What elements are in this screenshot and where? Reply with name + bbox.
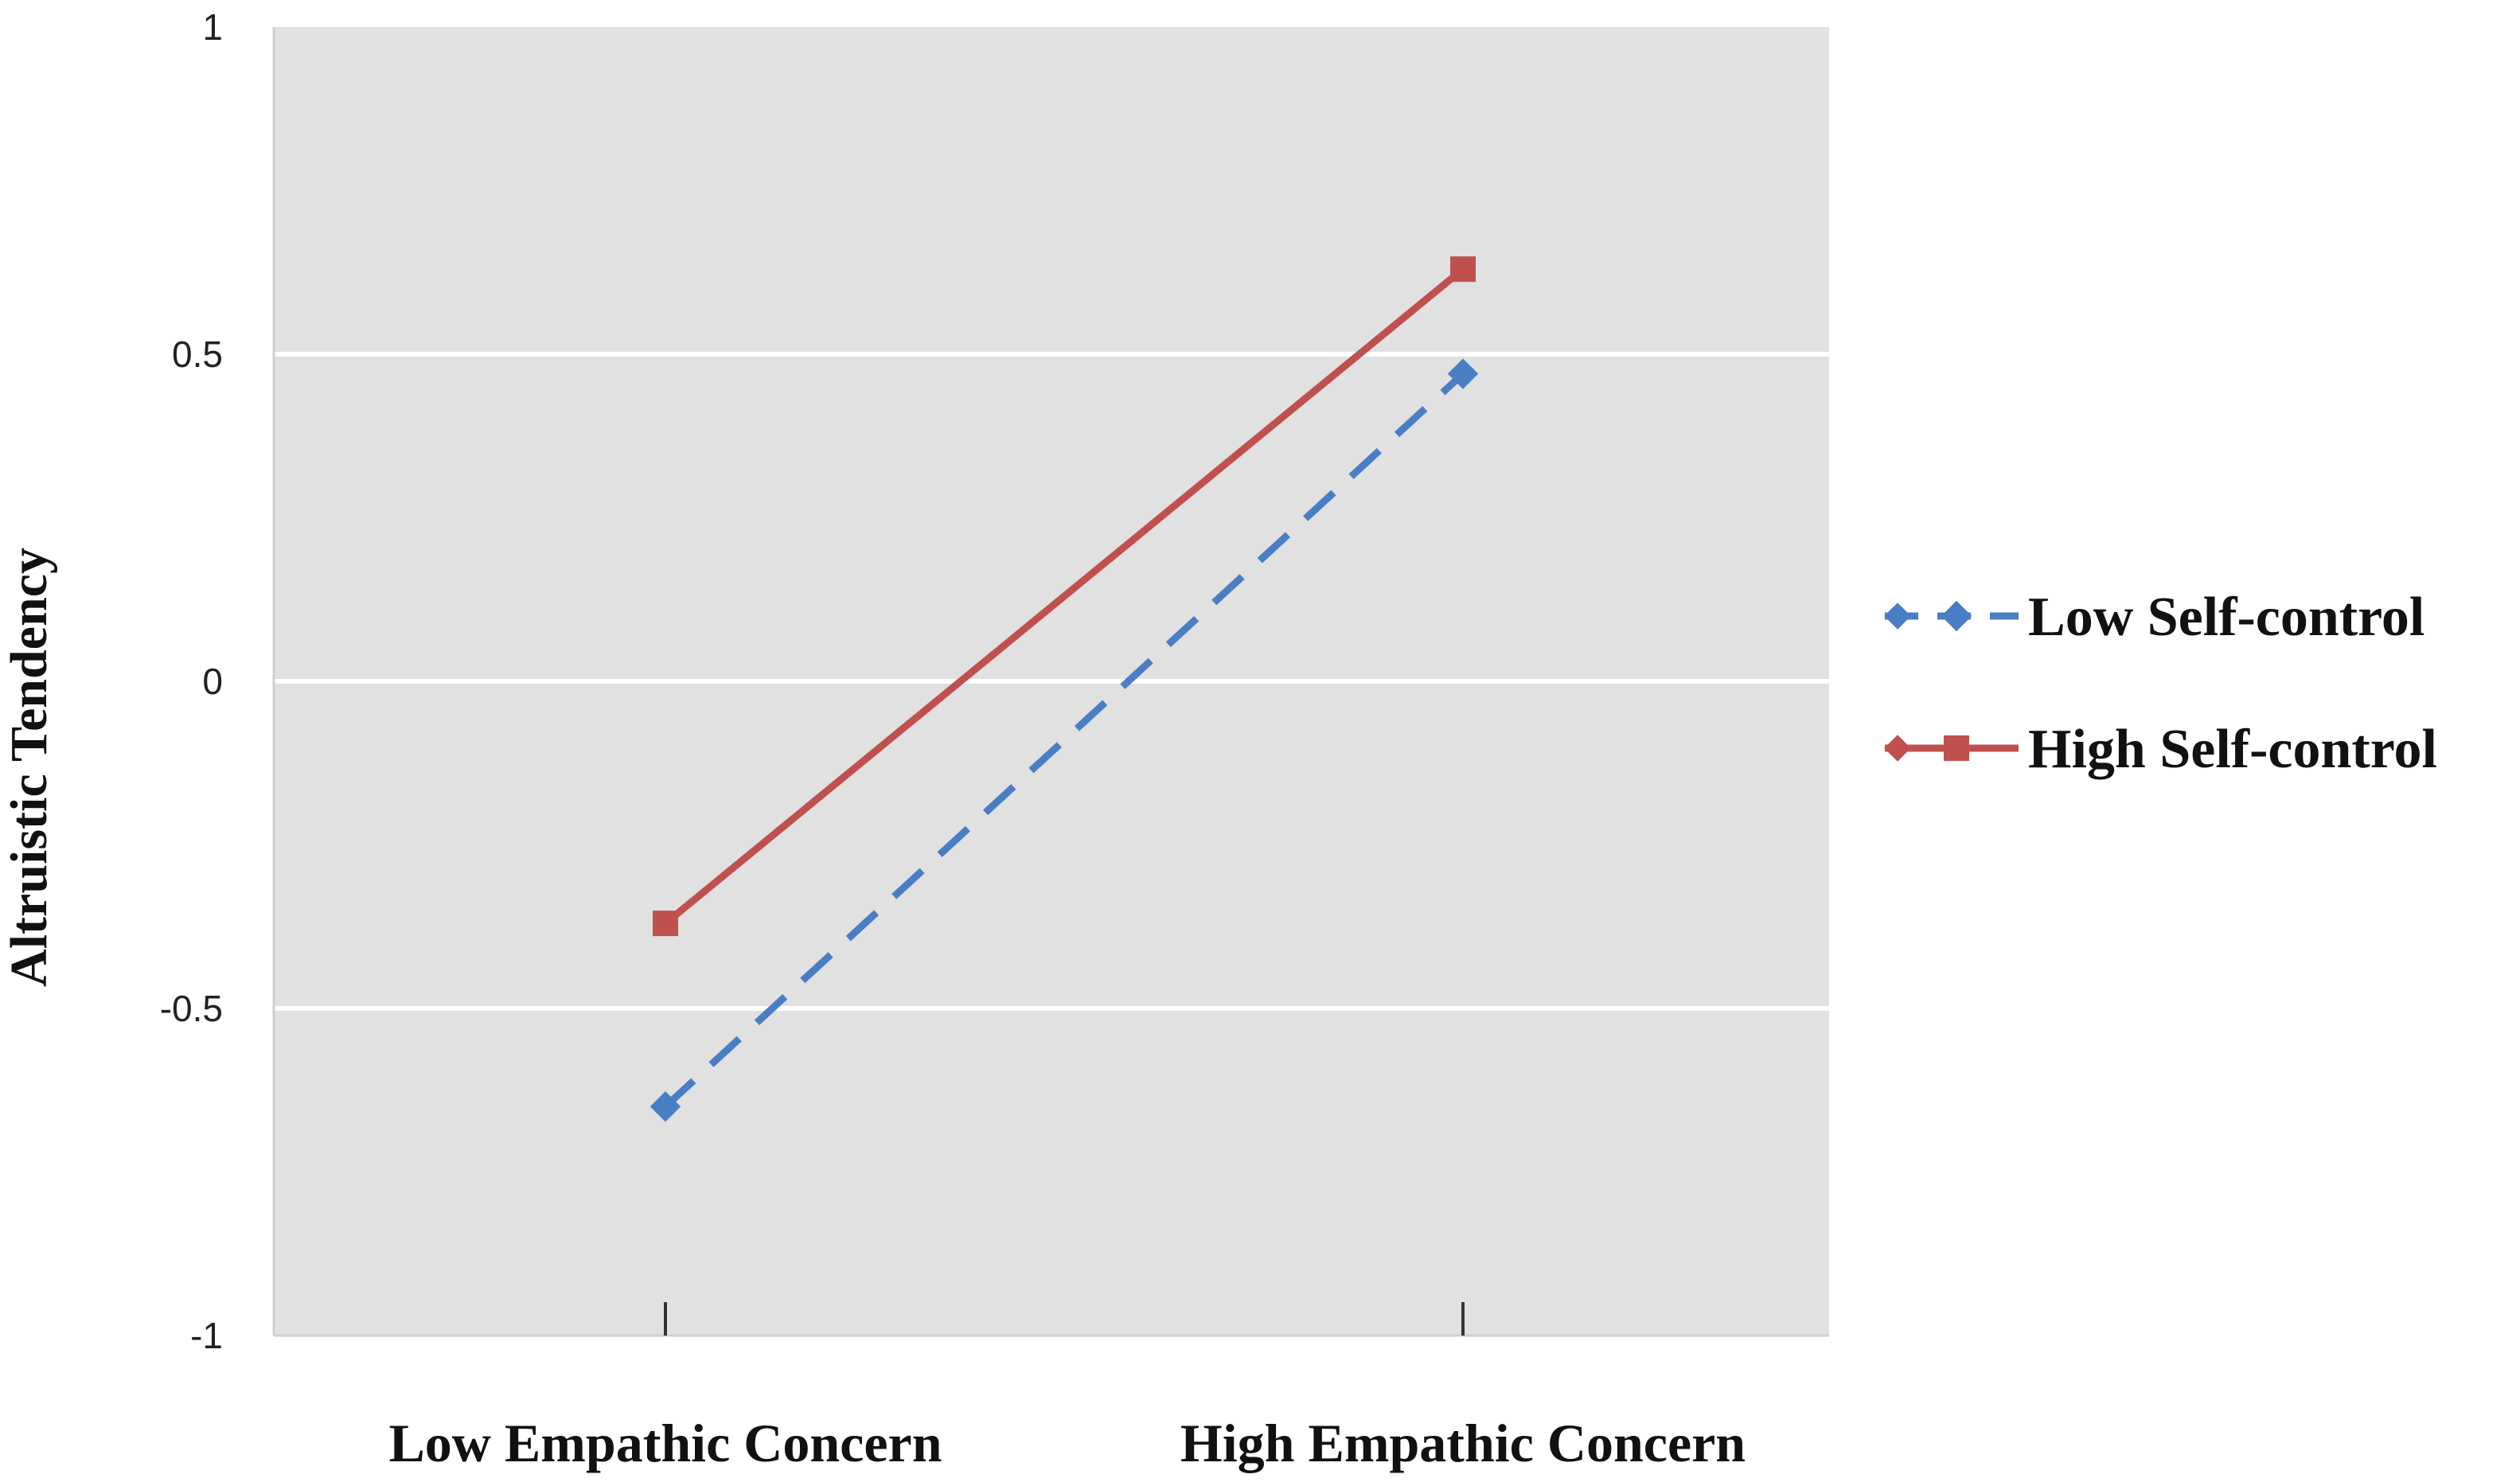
legend-marker [1941,600,1972,632]
series-line [662,371,1466,1110]
legend-marker [1884,603,1911,630]
legend: Low Self-control High Self-control [1884,587,2437,780]
legend-item: High Self-control [1884,719,2437,780]
x-category-label: High Empathic Concern [1180,1413,1746,1473]
series-high-self-control [653,256,1476,937]
legend-marker [1944,735,1969,761]
y-tick-label: 0 [202,661,223,702]
data-point [653,911,678,937]
y-tick-label: -1 [190,1315,223,1356]
series-line [663,266,1465,926]
x-category-label: Low Empathic Concern [388,1413,942,1473]
y-tick-label: 1 [202,6,223,48]
legend-item: Low Self-control [1884,587,2424,648]
series-layer [650,256,1479,1122]
y-tick-label: 0.5 [172,333,223,375]
legend-label: Low Self-control [2028,587,2424,648]
legend-marker [1884,735,1911,762]
legend-label: High Self-control [2028,719,2437,780]
data-point [1450,256,1476,283]
x-category-labels: Low Empathic Concern High Empathic Concer… [388,1413,1746,1473]
data-point [650,1091,681,1122]
y-axis-title: Altruistic Tendency [0,548,58,987]
x-tick-marks [664,1302,1465,1336]
gridlines [274,352,1829,1011]
series-low-self-control [650,358,1479,1122]
data-point [1447,358,1479,389]
y-tick-label: -0.5 [160,988,223,1029]
y-tick-labels: 1 0.5 0 -0.5 -1 [160,6,223,1356]
